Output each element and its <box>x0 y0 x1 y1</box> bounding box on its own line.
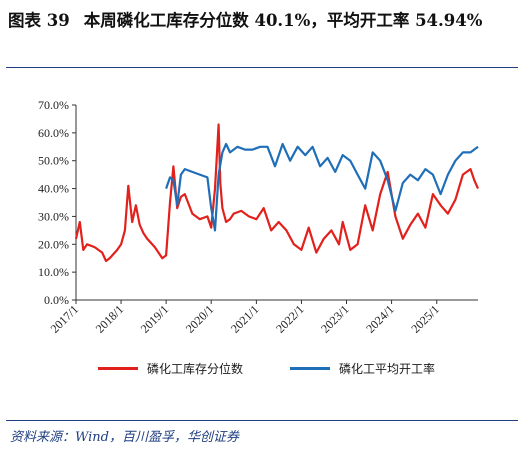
figure-label: 图表 39 <box>8 11 70 30</box>
series-line-inventory <box>74 123 480 263</box>
x-tick-label: 2023/1 <box>318 302 351 335</box>
y-tick-label: 30.0% <box>38 209 69 223</box>
x-tick-label: 2018/1 <box>93 302 126 335</box>
y-tick-label: 40.0% <box>38 182 69 196</box>
legend-item-inventory: 磷化工库存分位数 <box>98 360 243 377</box>
x-tick-label: 2021/1 <box>228 302 261 335</box>
series-line-utilization <box>165 142 479 232</box>
legend-item-utilization: 磷化工平均开工率 <box>290 360 435 377</box>
x-tick-label: 2020/1 <box>183 302 216 335</box>
x-tick-label: 2019/1 <box>138 302 171 335</box>
legend-label-utilization: 磷化工平均开工率 <box>339 362 436 376</box>
chart-series <box>74 123 480 263</box>
legend-swatch-inventory <box>98 367 138 370</box>
y-tick-label: 20.0% <box>38 237 69 251</box>
y-tick-label: 70.0% <box>38 98 69 112</box>
x-tick-label: 2022/1 <box>273 302 306 335</box>
figure-title: 图表 39 本周磷化工库存分位数 40.1%，平均开工率 54.94% <box>8 6 518 36</box>
x-tick-label: 2025/1 <box>408 302 441 335</box>
chart-legend: 磷化工库存分位数 磷化工平均开工率 <box>0 360 524 382</box>
y-tick-label: 50.0% <box>38 154 69 168</box>
x-tick-label: 2017/1 <box>48 302 81 335</box>
title-divider <box>6 67 518 68</box>
x-tick-label: 2024/1 <box>363 302 396 335</box>
legend-label-inventory: 磷化工库存分位数 <box>147 362 244 376</box>
y-tick-label: 0.0% <box>44 293 69 307</box>
figure-title-text: 本周磷化工库存分位数 40.1%，平均开工率 54.94% <box>83 11 483 30</box>
y-tick-label: 10.0% <box>38 265 69 279</box>
source-divider <box>6 420 518 421</box>
source-note: 资料来源：Wind，百川盈孚，华创证券 <box>10 430 239 445</box>
legend-swatch-utilization <box>290 367 330 370</box>
y-tick-label: 60.0% <box>38 126 69 140</box>
